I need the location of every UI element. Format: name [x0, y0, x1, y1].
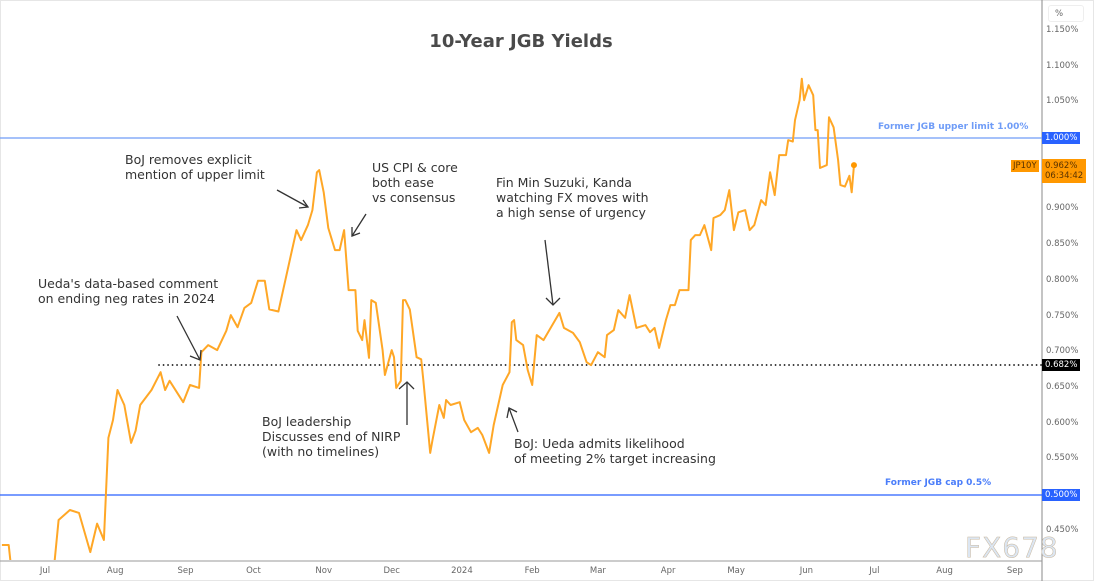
annotation-arrows: [176, 189, 561, 433]
chart-title: 10-Year JGB Yields: [429, 31, 613, 52]
cap-label: Former JGB cap 0.5%: [885, 478, 992, 488]
last-point-marker: [850, 162, 857, 169]
upper-limit-axis-tag: 1.000%: [1042, 132, 1081, 144]
y-tick-label: 0.700%: [1046, 346, 1079, 357]
x-tick-label: Aug: [106, 566, 124, 576]
countdown: 06:34:42: [1045, 171, 1084, 181]
x-tick-label: Jul: [39, 566, 51, 576]
y-tick-label: 0.800%: [1046, 274, 1079, 285]
x-tick-label: Jul: [869, 566, 880, 576]
annotation-boj-ueda-admits: BoJ: Ueda admits likelihood of meeting 2…: [514, 436, 716, 466]
upper-limit-label: Former JGB upper limit 1.00%: [878, 122, 1029, 132]
annotation-boj-removes: BoJ removes explicit mention of upper li…: [125, 152, 265, 182]
arrow-us-cpi: [351, 213, 367, 237]
dotted-level-axis-tag: 0.682%: [1042, 359, 1081, 371]
y-tick-label: 1.100%: [1046, 60, 1079, 71]
last-value: 0.962%: [1045, 161, 1078, 171]
arrow-boj-removes: [276, 189, 310, 209]
x-tick-label: May: [727, 566, 745, 576]
arrow-boj-ueda-admits: [506, 407, 519, 433]
x-tick-label: 2024: [451, 566, 473, 576]
y-tick-label: 0.450%: [1046, 524, 1079, 535]
symbol-tag: JP10Y: [1011, 160, 1039, 172]
x-tick-label: Feb: [524, 566, 540, 576]
y-unit-button[interactable]: %: [1048, 5, 1084, 22]
x-tick-label: Jun: [799, 566, 814, 576]
annotation-boj-leadership: BoJ leadership Discusses end of NIRP (wi…: [262, 414, 401, 459]
arrow-ueda-comment: [176, 315, 202, 361]
x-tick-label: Nov: [315, 566, 332, 576]
x-tick-label: Aug: [936, 566, 953, 576]
y-tick-label: 0.650%: [1046, 381, 1079, 392]
arrow-fin-min: [544, 239, 561, 306]
last-value-tag: 0.962% 06:34:42: [1042, 159, 1087, 183]
x-tick-label: Oct: [246, 566, 261, 576]
y-tick-label: 0.850%: [1046, 239, 1079, 250]
series-line-jp10y: [1, 77, 855, 560]
y-tick-label: 1.150%: [1046, 24, 1079, 35]
x-tick-label: Sep: [177, 566, 194, 576]
annotation-ueda-comment: Ueda's data-based comment on ending neg …: [38, 276, 219, 306]
annotation-us-cpi: US CPI & core both ease vs consensus: [372, 160, 458, 205]
x-tick-label: Mar: [589, 566, 606, 576]
arrow-boj-leadership: [398, 381, 415, 425]
y-tick-label: 0.550%: [1046, 453, 1079, 464]
y-tick-label: 0.600%: [1046, 417, 1079, 428]
cap-axis-tag: 0.500%: [1042, 489, 1081, 501]
y-tick-label: 1.050%: [1046, 96, 1079, 107]
annotation-fin-min: Fin Min Suzuki, Kanda watching FX moves …: [496, 175, 649, 220]
y-tick-label: 0.900%: [1046, 203, 1079, 214]
x-tick-label: Apr: [660, 566, 676, 576]
x-tick-label: Dec: [383, 566, 400, 576]
watermark-logo: FX678: [965, 531, 1059, 565]
x-tick-label: Sep: [1006, 566, 1023, 576]
y-tick-label: 0.750%: [1046, 310, 1079, 321]
